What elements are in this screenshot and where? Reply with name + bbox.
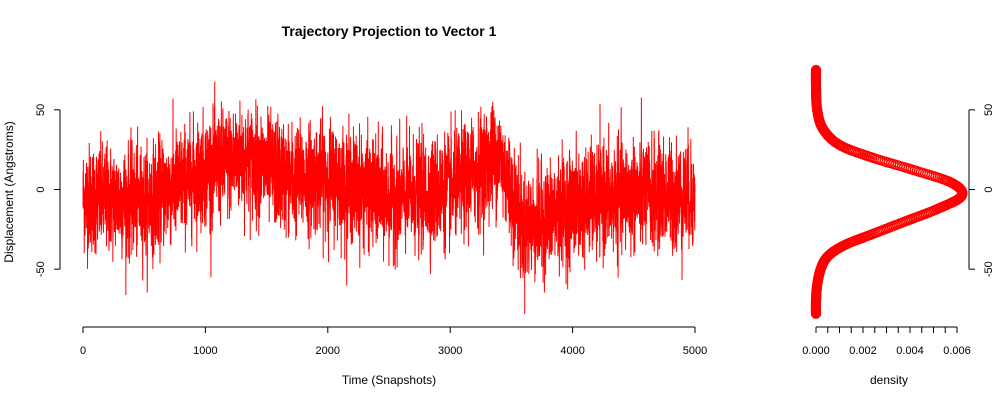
trajectory-series (82, 81, 696, 314)
density-point (810, 64, 822, 76)
trajectory-axes: 0 1000 2000 3000 4000 5000 -50 0 50 (35, 104, 707, 357)
density-x-axis-label: density (870, 373, 908, 387)
x-tick-label: 5000 (683, 345, 707, 357)
density-y-tick-label: -50 (983, 261, 995, 277)
main-chart-title: Trajectory Projection to Vector 1 (282, 23, 497, 39)
y-axis-label: Displacement (Angstroms) (2, 121, 16, 262)
x-tick-label: 4000 (560, 345, 584, 357)
density-axes: 0.000 0.002 0.004 0.006 -50 0 50 (802, 104, 995, 357)
trajectory-chart: 0 1000 2000 3000 4000 5000 -50 0 50 (35, 81, 707, 357)
density-y-tick-label: 0 (983, 186, 995, 192)
y-tick-label: 50 (35, 104, 47, 116)
x-tick-label: 3000 (438, 345, 462, 357)
x-axis-label: Time (Snapshots) (342, 373, 436, 387)
y-tick-label: -50 (35, 261, 47, 277)
density-y-tick-label: 50 (983, 104, 995, 116)
density-x-tick-label: 0.006 (943, 345, 971, 357)
x-tick-label: 0 (80, 345, 86, 357)
x-tick-label: 1000 (193, 345, 217, 357)
density-series (810, 64, 968, 319)
density-x-tick-label: 0.004 (896, 345, 924, 357)
density-x-tick-label: 0.000 (802, 345, 830, 357)
trajectory-line (82, 81, 696, 314)
density-x-tick-label: 0.002 (849, 345, 877, 357)
x-tick-label: 2000 (316, 345, 340, 357)
y-tick-label: 0 (35, 186, 47, 192)
density-chart: 0.000 0.002 0.004 0.006 -50 0 50 (802, 64, 995, 357)
